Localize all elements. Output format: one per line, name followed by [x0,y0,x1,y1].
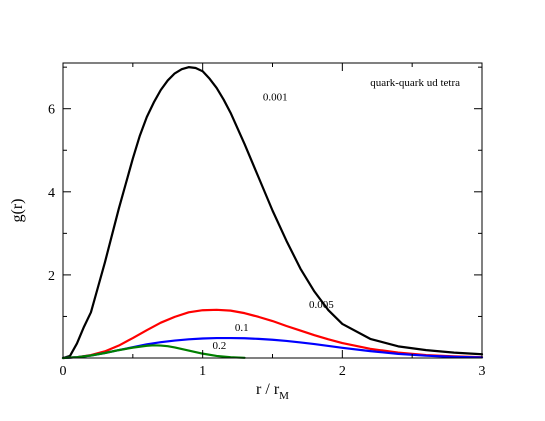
series-line-3 [61,344,246,360]
series-label-1: 0.005 [309,299,334,311]
series-label-0: 0.001 [263,91,288,103]
y-tick-label: 2 [48,269,55,284]
series-label-2: 0.1 [235,322,249,334]
x-axis-label: r / rM [256,381,289,402]
ticks-layer: 0 1 2 3 2 4 6 [48,63,486,379]
x-tick-label: 0 [60,364,67,379]
y-tick-label: 6 [48,103,55,118]
series-label-3: 0.2 [213,340,227,352]
series-layer [61,66,484,360]
y-axis-label: g(r) [9,199,26,223]
series-line-1 [61,308,484,360]
series-labels-layer: 0.001 0.005 0.1 0.2 [213,91,335,351]
x-axis-label-main: r / r [256,381,280,398]
x-axis-label-subscript: M [279,390,289,402]
series-line-0 [61,66,484,360]
chart-annotation: quark-quark ud tetra [370,77,460,89]
x-tick-label: 3 [479,364,486,379]
x-tick-label: 2 [339,364,346,379]
y-tick-label: 4 [48,186,55,201]
x-tick-label: 1 [199,364,206,379]
